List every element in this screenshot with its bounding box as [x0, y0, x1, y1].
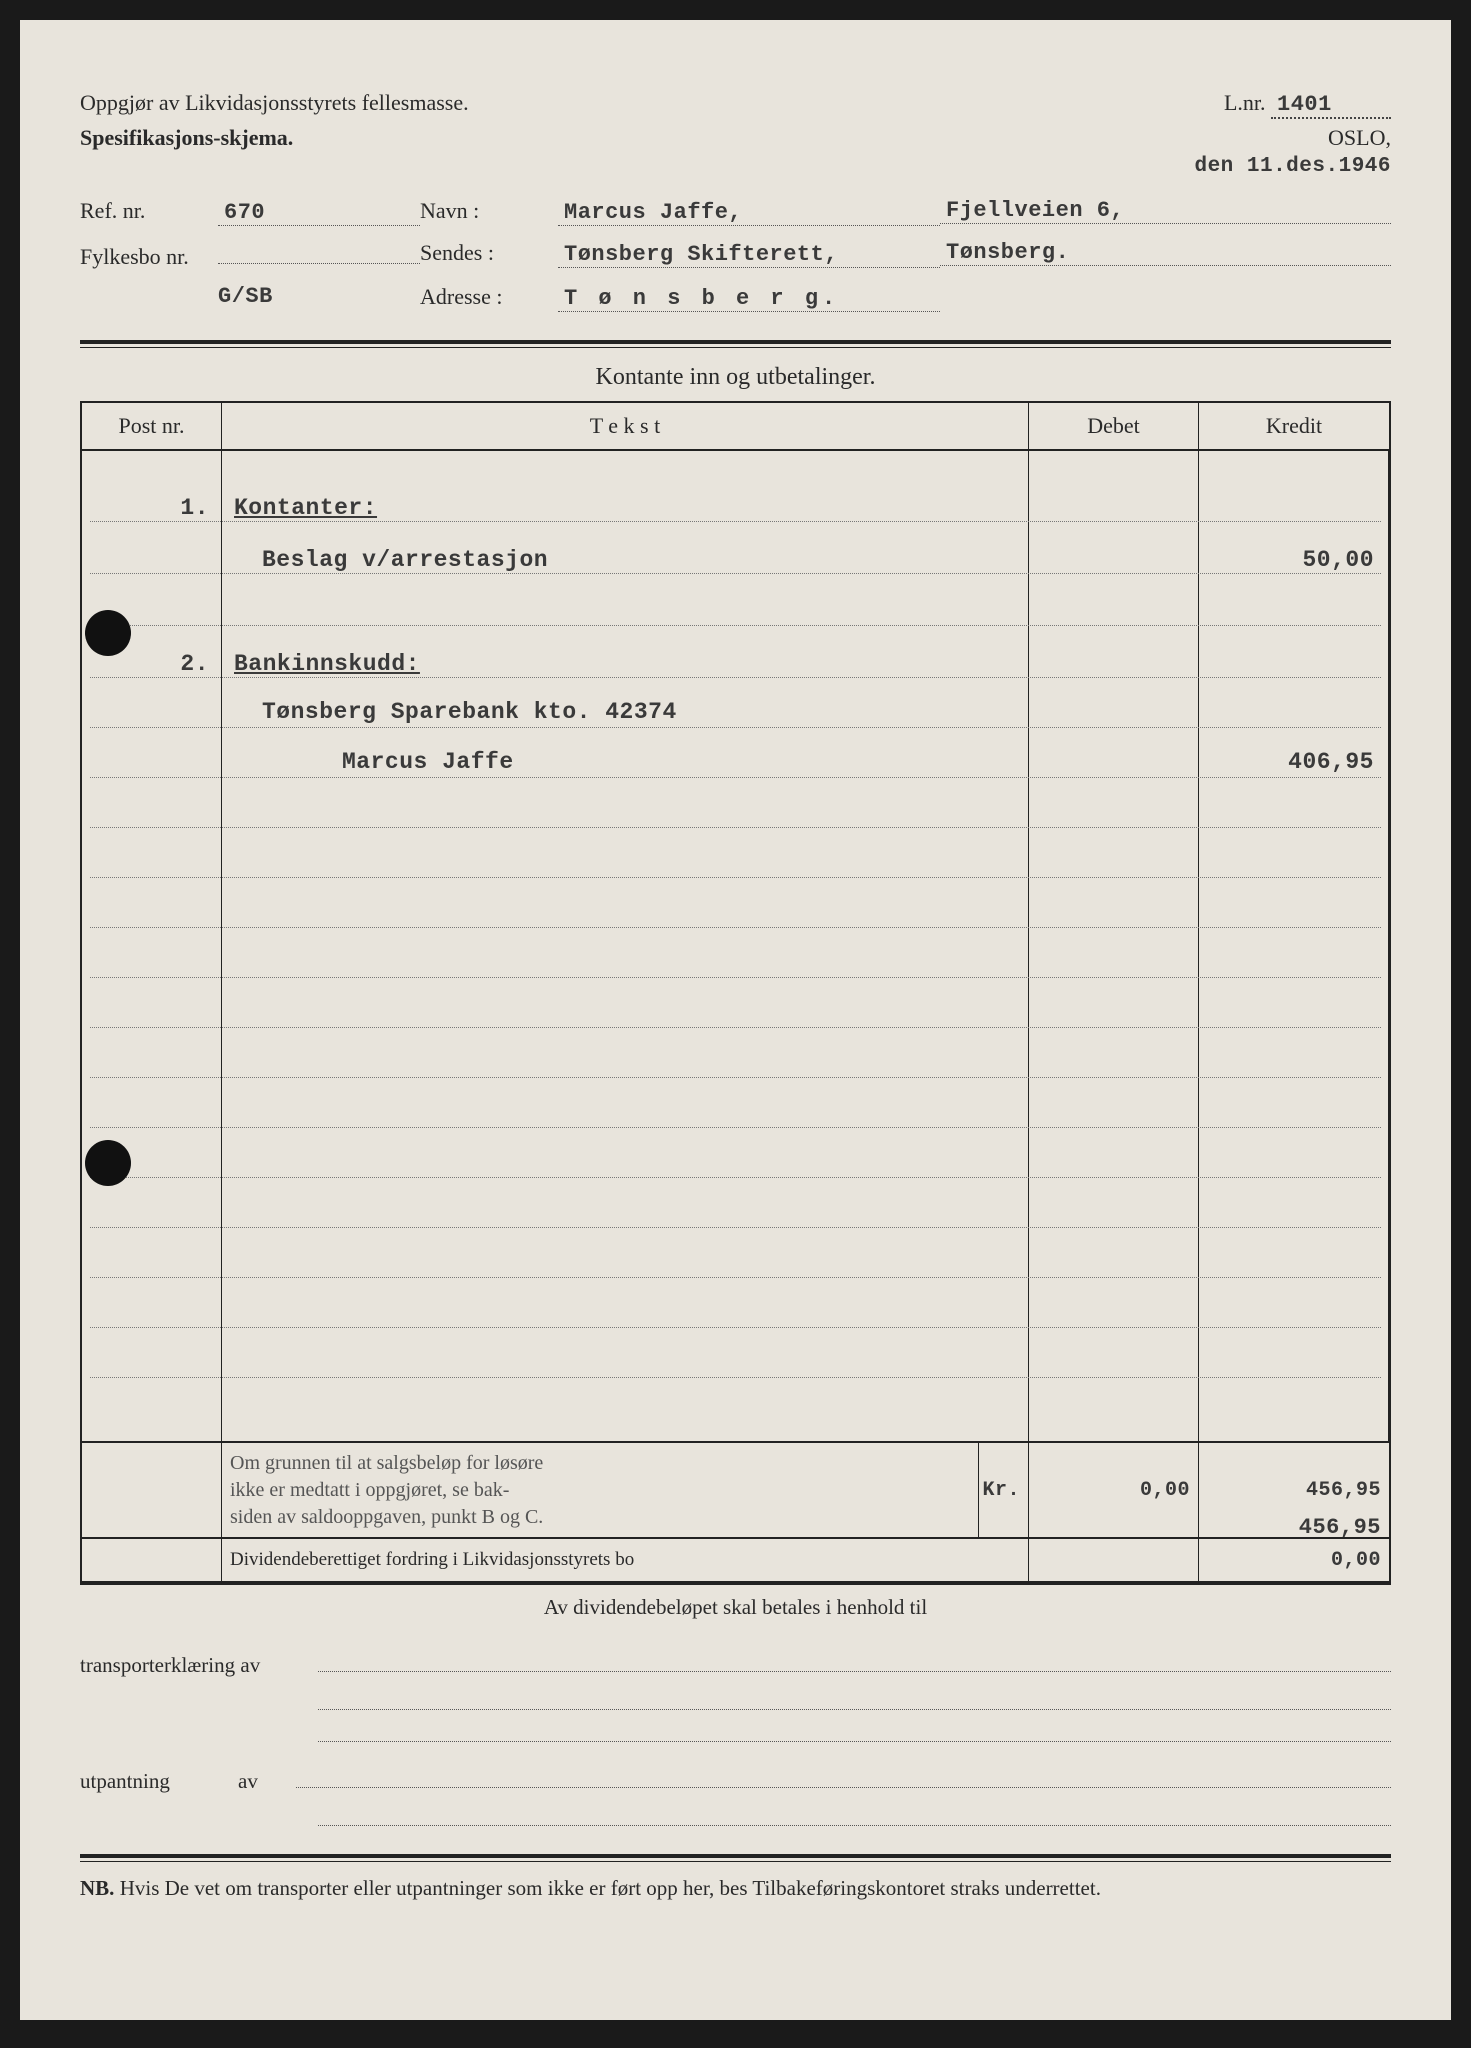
sendes-label: Sendes :: [420, 240, 550, 266]
utpantning-label: utpantning: [80, 1769, 220, 1794]
footer-note-l3: siden av saldooppgaven, punkt B og C.: [230, 1504, 543, 1531]
rule-top: [80, 340, 1391, 348]
tekst-1-heading: Kontanter:: [234, 495, 377, 521]
body-col-kredit: 50,00 406,95: [1199, 451, 1389, 1441]
tekst-2-heading: Bankinnskudd:: [234, 651, 420, 677]
tekst-2-line-1: Tønsberg Sparebank kto. 42374: [262, 699, 677, 725]
ledger-table: Post nr. T e k s t Debet Kredit 1. 2. Ko…: [80, 401, 1391, 1585]
nb-text: NB. NB. Hvis De vet om transporter eller…: [80, 1876, 1391, 1901]
date: den 11.des.1946: [1194, 155, 1391, 178]
kredit-2: 406,95: [1288, 749, 1374, 775]
rule-bottom: [80, 1854, 1391, 1862]
body-col-tekst: Kontanter: Beslag v/arrestasjon Bankinns…: [222, 451, 1029, 1441]
col-kredit: Kredit: [1199, 403, 1389, 451]
dividend-total: 456,95: [1299, 1515, 1381, 1540]
code-field: G/SB: [80, 284, 420, 312]
addr-extra-2: Tønsberg.: [940, 240, 1391, 270]
navn-field: Navn : Marcus Jaffe,: [420, 198, 940, 226]
fylkesbo-label: Fylkesbo nr.: [80, 244, 210, 270]
utpantning-row: utpantning av: [80, 1766, 1391, 1794]
adresse-value: T ø n s b e r g.: [558, 286, 940, 312]
header-row-1: Oppgjør av Likvidasjonsstyrets fellesmas…: [80, 90, 1391, 119]
adresse-field: Adresse : T ø n s b e r g.: [420, 284, 940, 312]
utpantning-line-2: [318, 1804, 1391, 1826]
fylkesbo-value: [218, 240, 420, 264]
ref-value: 670: [218, 200, 420, 226]
tekst-2-line-2: Marcus Jaffe: [342, 749, 514, 775]
kredit-1: 50,00: [1302, 547, 1374, 573]
punch-hole-icon: [85, 1140, 131, 1186]
ledger-header: Post nr. T e k s t Debet Kredit: [82, 403, 1389, 451]
document-page: Oppgjør av Likvidasjonsstyrets fellesmas…: [20, 20, 1451, 2020]
transport-row-3: [80, 1720, 1391, 1742]
dividend-line: Dividendeberettiget fordring i Likvidasj…: [222, 1539, 1029, 1581]
ref-label: Ref. nr.: [80, 198, 210, 224]
ledger-footer: Om grunnen til at salgsbeløp for løsøre …: [82, 1441, 1389, 1583]
col-debet: Debet: [1029, 403, 1199, 451]
transport-line-3: [318, 1720, 1391, 1742]
utpantning-line-1: [296, 1766, 1391, 1788]
footer-note: Om grunnen til at salgsbeløp for løsøre …: [222, 1443, 979, 1537]
kr-label: Kr.: [979, 1443, 1029, 1537]
punch-hole-icon: [85, 610, 131, 656]
city: OSLO,: [1328, 125, 1391, 150]
utpantning-row-2: [80, 1804, 1391, 1826]
post-1: 1.: [180, 495, 209, 521]
title-line-1: Oppgjør av Likvidasjonsstyrets fellesmas…: [80, 90, 469, 116]
code-value: G/SB: [218, 284, 273, 309]
addr-line-1: Fjellveien 6,: [940, 198, 1391, 224]
dividend-note: Av dividendebeløpet skal betales i henho…: [80, 1595, 1391, 1620]
fylkesbo-field: Fylkesbo nr.: [80, 240, 420, 270]
footer-note-l1: Om grunnen til at salgsbeløp for løsøre: [230, 1450, 543, 1477]
col-tekst: T e k s t: [222, 403, 1029, 451]
av-label: av: [238, 1769, 278, 1794]
lnr-value: 1401: [1271, 92, 1391, 119]
footer-row-1: Om grunnen til at salgsbeløp for løsøre …: [82, 1443, 1389, 1539]
transport-line-1: [318, 1650, 1391, 1672]
tekst-1-line-1: Beslag v/arrestasjon: [262, 547, 548, 573]
header-row-2: Spesifikasjons-skjema. OSLO, den 11.des.…: [80, 125, 1391, 178]
transport-row-2: [80, 1688, 1391, 1710]
transport-row: transporterklæring av: [80, 1650, 1391, 1678]
sendes-field: Sendes : Tønsberg Skifterett,: [420, 240, 940, 270]
field-block: Ref. nr. 670 Navn : Marcus Jaffe, Fjellv…: [80, 198, 1391, 312]
navn-label: Navn :: [420, 198, 550, 224]
dividend-amt-2: 0,00: [1199, 1539, 1389, 1581]
lnr-block: L.nr. 1401: [1224, 90, 1391, 119]
footer-note-l2: ikke er medtatt i oppgjøret, se bak-: [230, 1477, 543, 1504]
post-2: 2.: [180, 651, 209, 677]
transport-line-2: [318, 1688, 1391, 1710]
footer-row-2: Dividendeberettiget fordring i Likvidasj…: [82, 1539, 1389, 1583]
addr-extra-1: Fjellveien 6,: [940, 198, 1391, 226]
body-col-post: 1. 2.: [82, 451, 222, 1441]
city-date: OSLO, den 11.des.1946: [1194, 125, 1391, 178]
title-line-2: Spesifikasjons-skjema.: [80, 125, 293, 151]
ref-field: Ref. nr. 670: [80, 198, 420, 226]
ledger-body: 1. 2. Kontanter: Beslag v/arrestasjon Ba…: [82, 451, 1389, 1441]
col-post: Post nr.: [82, 403, 222, 451]
signature-block: transporterklæring av utpantning av: [80, 1650, 1391, 1826]
lnr-label: L.nr.: [1224, 90, 1266, 115]
body-col-debet: [1029, 451, 1199, 1441]
addr-line-2: Tønsberg.: [940, 240, 1391, 266]
navn-value: Marcus Jaffe,: [558, 200, 940, 226]
sendes-value: Tønsberg Skifterett,: [558, 242, 940, 268]
section-title: Kontante inn og utbetalinger.: [80, 348, 1391, 401]
transport-label: transporterklæring av: [80, 1653, 300, 1678]
total-debet: 0,00: [1029, 1443, 1199, 1537]
adresse-label: Adresse :: [420, 284, 550, 310]
